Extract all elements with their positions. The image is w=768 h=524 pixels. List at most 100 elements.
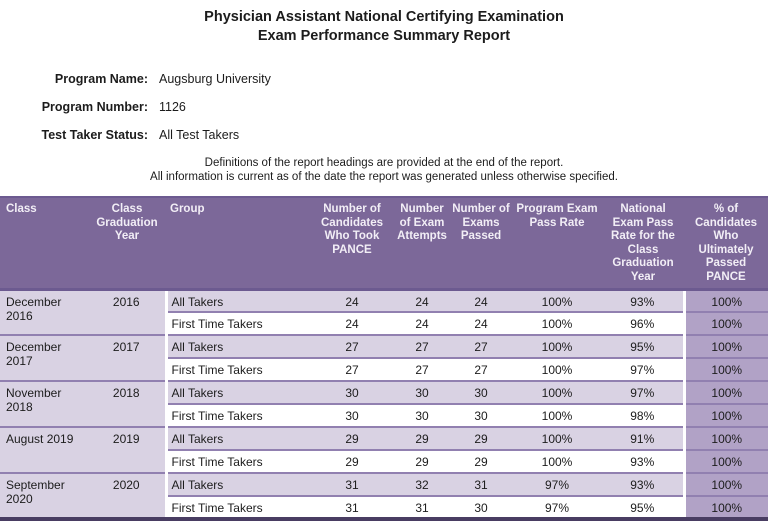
exam-performance-table: Class Class Graduation Year Group Number… (0, 196, 768, 521)
ultimately-passed-cell: 100% (682, 404, 768, 428)
attempts-cell: 24 (394, 312, 450, 336)
candidates-cell: 24 (310, 312, 394, 336)
class-cell: August 2019 (0, 427, 88, 474)
test-taker-status-value: All Test Takers (159, 128, 240, 142)
class-cell: December 2016 (0, 289, 88, 336)
report-title: Physician Assistant National Certifying … (0, 0, 768, 46)
graduation-year-cell: 2018 (88, 381, 166, 428)
attempts-cell: 30 (394, 404, 450, 428)
header-ultimately-passed: % of Candidates Who Ultimately Passed PA… (684, 197, 768, 291)
candidates-cell: 29 (310, 427, 394, 451)
program-name-label: Program Name: (54, 72, 148, 86)
national-rate-cell: 95% (602, 335, 684, 359)
report-notes: Definitions of the report headings are p… (0, 156, 768, 184)
national-rate-cell: 91% (602, 427, 684, 451)
national-rate-cell: 93% (602, 289, 684, 313)
table-row: September 2020 2020 All Takers 31 32 31 97% 93%… (0, 473, 768, 520)
passed-cell: 30 (450, 404, 512, 428)
ultimately-passed-cell: 100% (682, 381, 768, 405)
attempts-cell: 31 (394, 496, 450, 520)
note-line2: All information is current as of the dat… (150, 171, 618, 183)
group-cell: All Takers (164, 427, 310, 451)
test-taker-status-row: Test Taker Status: All Test Takers (0, 128, 768, 143)
attempts-cell: 32 (394, 473, 450, 497)
group-cell: First Time Takers (164, 496, 310, 520)
program-rate-cell: 100% (512, 381, 602, 405)
program-rate-cell: 100% (512, 312, 602, 336)
class-cell: November 2018 (0, 381, 88, 428)
program-rate-cell: 100% (512, 404, 602, 428)
report-title-line2: Exam Performance Summary Report (257, 28, 511, 44)
ultimately-passed-cell: 100% (682, 450, 768, 474)
graduation-year-cell: 2017 (88, 335, 166, 382)
program-number-row: Program Number: 1126 (0, 100, 768, 115)
candidates-cell: 31 (310, 496, 394, 520)
table-body: December 2016 2016 All Takers 24 24 24 100% 93%… (0, 289, 768, 520)
national-rate-cell: 93% (602, 450, 684, 474)
passed-cell: 31 (450, 473, 512, 497)
program-rate-cell: 100% (512, 358, 602, 382)
attempts-cell: 29 (394, 427, 450, 451)
passed-cell: 24 (450, 312, 512, 336)
header-class: Class (0, 197, 88, 291)
group-cell: First Time Takers (164, 404, 310, 428)
ultimately-passed-cell: 100% (682, 358, 768, 382)
table-row: August 2019 2019 All Takers 29 29 29 100% 91% 10… (0, 427, 768, 474)
program-rate-cell: 97% (512, 496, 602, 520)
program-info: Program Name: Augsburg University Progra… (0, 72, 768, 143)
national-rate-cell: 93% (602, 473, 684, 497)
table-row: December 2016 2016 All Takers 24 24 24 100% 93%… (0, 289, 768, 336)
ultimately-passed-cell: 100% (682, 289, 768, 313)
program-rate-cell: 97% (512, 473, 602, 497)
passed-cell: 29 (450, 427, 512, 451)
national-rate-cell: 97% (602, 358, 684, 382)
candidates-cell: 29 (310, 450, 394, 474)
ultimately-passed-cell: 100% (682, 496, 768, 520)
table-header-row: Class Class Graduation Year Group Number… (0, 197, 768, 291)
candidates-cell: 30 (310, 404, 394, 428)
candidates-cell: 27 (310, 358, 394, 382)
passed-cell: 24 (450, 289, 512, 313)
ultimately-passed-cell: 100% (682, 473, 768, 497)
passed-cell: 27 (450, 335, 512, 359)
table-row: December 2017 2017 All Takers 27 27 27 100% 95%… (0, 335, 768, 382)
candidates-cell: 31 (310, 473, 394, 497)
program-rate-cell: 100% (512, 450, 602, 474)
graduation-year-cell: 2020 (88, 473, 166, 520)
graduation-year-cell: 2019 (88, 427, 166, 474)
table-row: First Time Takers 29 29 29 100% 93% 100% (0, 450, 768, 474)
attempts-cell: 24 (394, 289, 450, 313)
header-class-graduation-year: Class Graduation Year (88, 197, 166, 291)
national-rate-cell: 96% (602, 312, 684, 336)
class-cell: September 2020 (0, 473, 88, 520)
ultimately-passed-cell: 100% (682, 427, 768, 451)
table-row: First Time Takers 30 30 30 100% 98% 100% (0, 404, 768, 428)
header-program-pass-rate: Program Exam Pass Rate (512, 197, 602, 291)
table-row: First Time Takers 24 24 24 100% 96% 100% (0, 312, 768, 336)
group-cell: All Takers (164, 289, 310, 313)
group-cell: First Time Takers (164, 358, 310, 382)
graduation-year-cell: 2016 (88, 289, 166, 336)
test-taker-status-label: Test Taker Status: (41, 128, 148, 142)
national-rate-cell: 97% (602, 381, 684, 405)
header-group: Group (166, 197, 310, 291)
program-name-value: Augsburg University (159, 72, 271, 86)
program-rate-cell: 100% (512, 335, 602, 359)
table-row: November 2018 2018 All Takers 30 30 30 100% 97%… (0, 381, 768, 428)
table-row: First Time Takers 31 31 30 97% 95% 100% (0, 496, 768, 520)
group-cell: All Takers (164, 335, 310, 359)
header-exams-passed: Number of Exams Passed (450, 197, 512, 291)
program-name-row: Program Name: Augsburg University (0, 72, 768, 87)
group-cell: All Takers (164, 473, 310, 497)
attempts-cell: 30 (394, 381, 450, 405)
attempts-cell: 29 (394, 450, 450, 474)
passed-cell: 30 (450, 381, 512, 405)
note-line1: Definitions of the report headings are p… (204, 157, 564, 169)
group-cell: First Time Takers (164, 450, 310, 474)
candidates-cell: 24 (310, 289, 394, 313)
candidates-cell: 27 (310, 335, 394, 359)
report-title-line1: Physician Assistant National Certifying … (204, 9, 564, 25)
program-rate-cell: 100% (512, 289, 602, 313)
national-rate-cell: 95% (602, 496, 684, 520)
